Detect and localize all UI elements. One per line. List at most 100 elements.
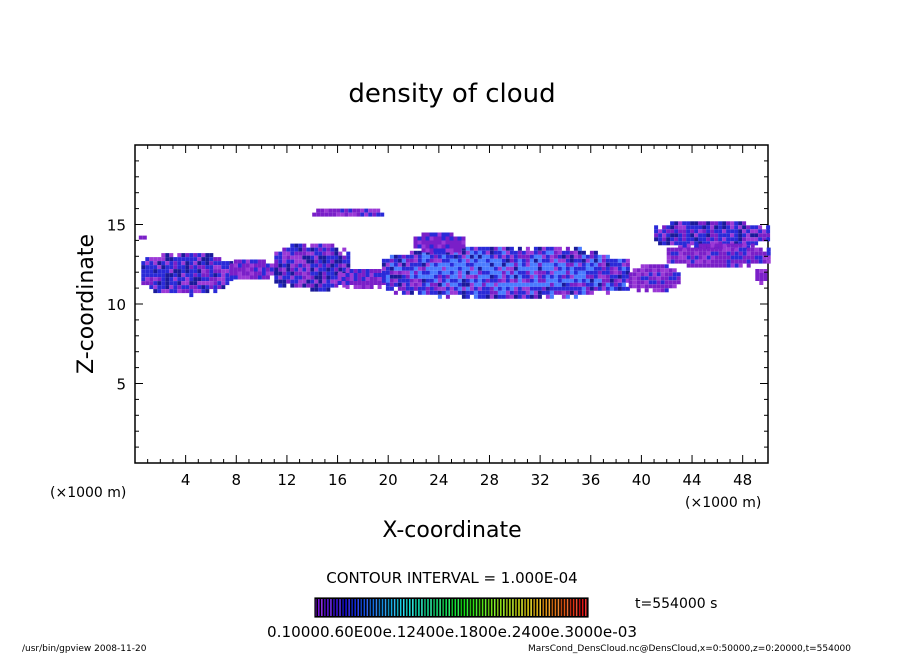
cloud-cell [569,286,574,291]
cloud-cell [581,278,586,283]
cloud-cell [485,282,490,287]
cloud-cell [290,271,295,276]
cloud-cell [698,225,703,230]
cloud-cell [332,212,337,217]
cloud-cell [505,258,510,263]
cloud-cell [694,221,699,226]
cloud-cell [397,286,402,291]
cloud-region [755,269,768,285]
colorbar-swatch [463,599,466,616]
cloud-cell [754,247,759,252]
cloud-cell [445,274,450,279]
colorbar-swatch [427,599,429,616]
cloud-cell [324,208,329,213]
cloud-cell [742,241,747,246]
cloud-cell [185,289,190,294]
cloud-cell [690,251,695,256]
cloud-cell [461,258,466,263]
cloud-cell [573,282,578,287]
colorbar-swatch [406,599,408,616]
cloud-cell [229,267,234,272]
cloud-cell [561,290,566,295]
cloud-cell [694,241,699,246]
cloud-cell [513,250,518,255]
cloud-cell [722,255,727,260]
cloud-cell [445,294,450,299]
cloud-cell [755,277,760,281]
cloud-cell [349,273,354,277]
cloud-cell [306,263,311,268]
cloud-cell [762,251,767,256]
cloud-cell [241,271,246,276]
cloud-cell [521,250,526,255]
cloud-cell [585,278,590,283]
cloud-cell [525,282,530,287]
cloud-cell [318,259,323,264]
cloud-cell [469,250,474,255]
cloud-cell [686,255,691,260]
cloud-cell [330,267,335,272]
cloud-cell [593,282,598,287]
cloud-cell [205,289,210,294]
cloud-cell [644,288,649,293]
cloud-cell [493,274,498,279]
cloud-cell [513,258,518,263]
cloud-cell [670,251,675,256]
cloud-cell [754,255,759,260]
cloud-cell [738,233,743,238]
cloud-cell [577,266,582,271]
cloud-cell [672,276,677,281]
cloud-cell [652,288,657,293]
cloud-cell [533,258,538,263]
cloud-cell [449,266,454,271]
cloud-cell [533,250,538,255]
cloud-cell [298,247,303,252]
cloud-cell [509,246,514,251]
cloud-cell [652,272,657,277]
cloud-cell [318,251,323,256]
cloud-cell [205,273,210,278]
cloud-cell [294,279,299,284]
cloud-cell [690,225,695,230]
cloud-cell [153,273,158,278]
colorbar-swatch [506,599,508,616]
cloud-cell [501,262,506,267]
cloud-cell [185,257,190,262]
cloud-cell [489,246,494,251]
cloud-cell [326,267,331,272]
cloud-cell [334,247,339,252]
cloud-cell [674,241,679,246]
cloud-cell [381,266,386,271]
cloud-cell [461,240,466,245]
cloud-cell [734,247,739,252]
cloud-cell [690,255,695,260]
cloud-cell [521,254,526,259]
cloud-cell [197,261,202,266]
cloud-cell [473,254,478,259]
cloud-cell [617,274,622,279]
cloud-cell [201,285,206,290]
cloud-cell [461,274,466,279]
cloud-cell [282,251,287,256]
colorbar-swatch [315,599,317,616]
cloud-cell [714,263,719,268]
cloud-cell [337,277,342,281]
cloud-cell [676,276,681,281]
cloud-cell [282,271,287,276]
cloud-cell [441,236,446,241]
cloud-cell [465,270,470,275]
cloud-cell [557,290,562,295]
cloud-cell [674,225,679,230]
cloud-cell [609,270,614,275]
cloud-cell [662,233,667,238]
colorbar-swatch [357,599,359,616]
cloud-cell [421,278,426,283]
cloud-cell [545,278,550,283]
cloud-cell [501,290,506,295]
y-unit-label: (×1000 m) [50,485,126,501]
cloud-cell [286,247,291,252]
cloud-cell [533,270,538,275]
cloud-cell [357,281,362,285]
cloud-cell [505,294,510,299]
cloud-cell [489,294,494,299]
